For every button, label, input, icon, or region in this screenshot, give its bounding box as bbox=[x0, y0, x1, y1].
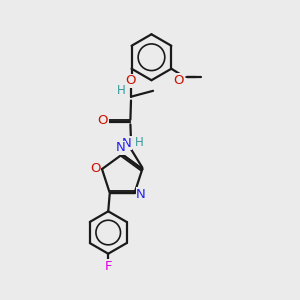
Text: F: F bbox=[104, 260, 112, 273]
Text: N: N bbox=[136, 188, 146, 201]
Text: O: O bbox=[90, 162, 101, 175]
Text: O: O bbox=[126, 74, 136, 87]
Text: N: N bbox=[116, 141, 126, 154]
Text: N: N bbox=[122, 137, 131, 150]
Text: O: O bbox=[173, 74, 184, 87]
Text: O: O bbox=[98, 114, 108, 127]
Text: H: H bbox=[117, 84, 126, 97]
Text: H: H bbox=[135, 136, 144, 149]
